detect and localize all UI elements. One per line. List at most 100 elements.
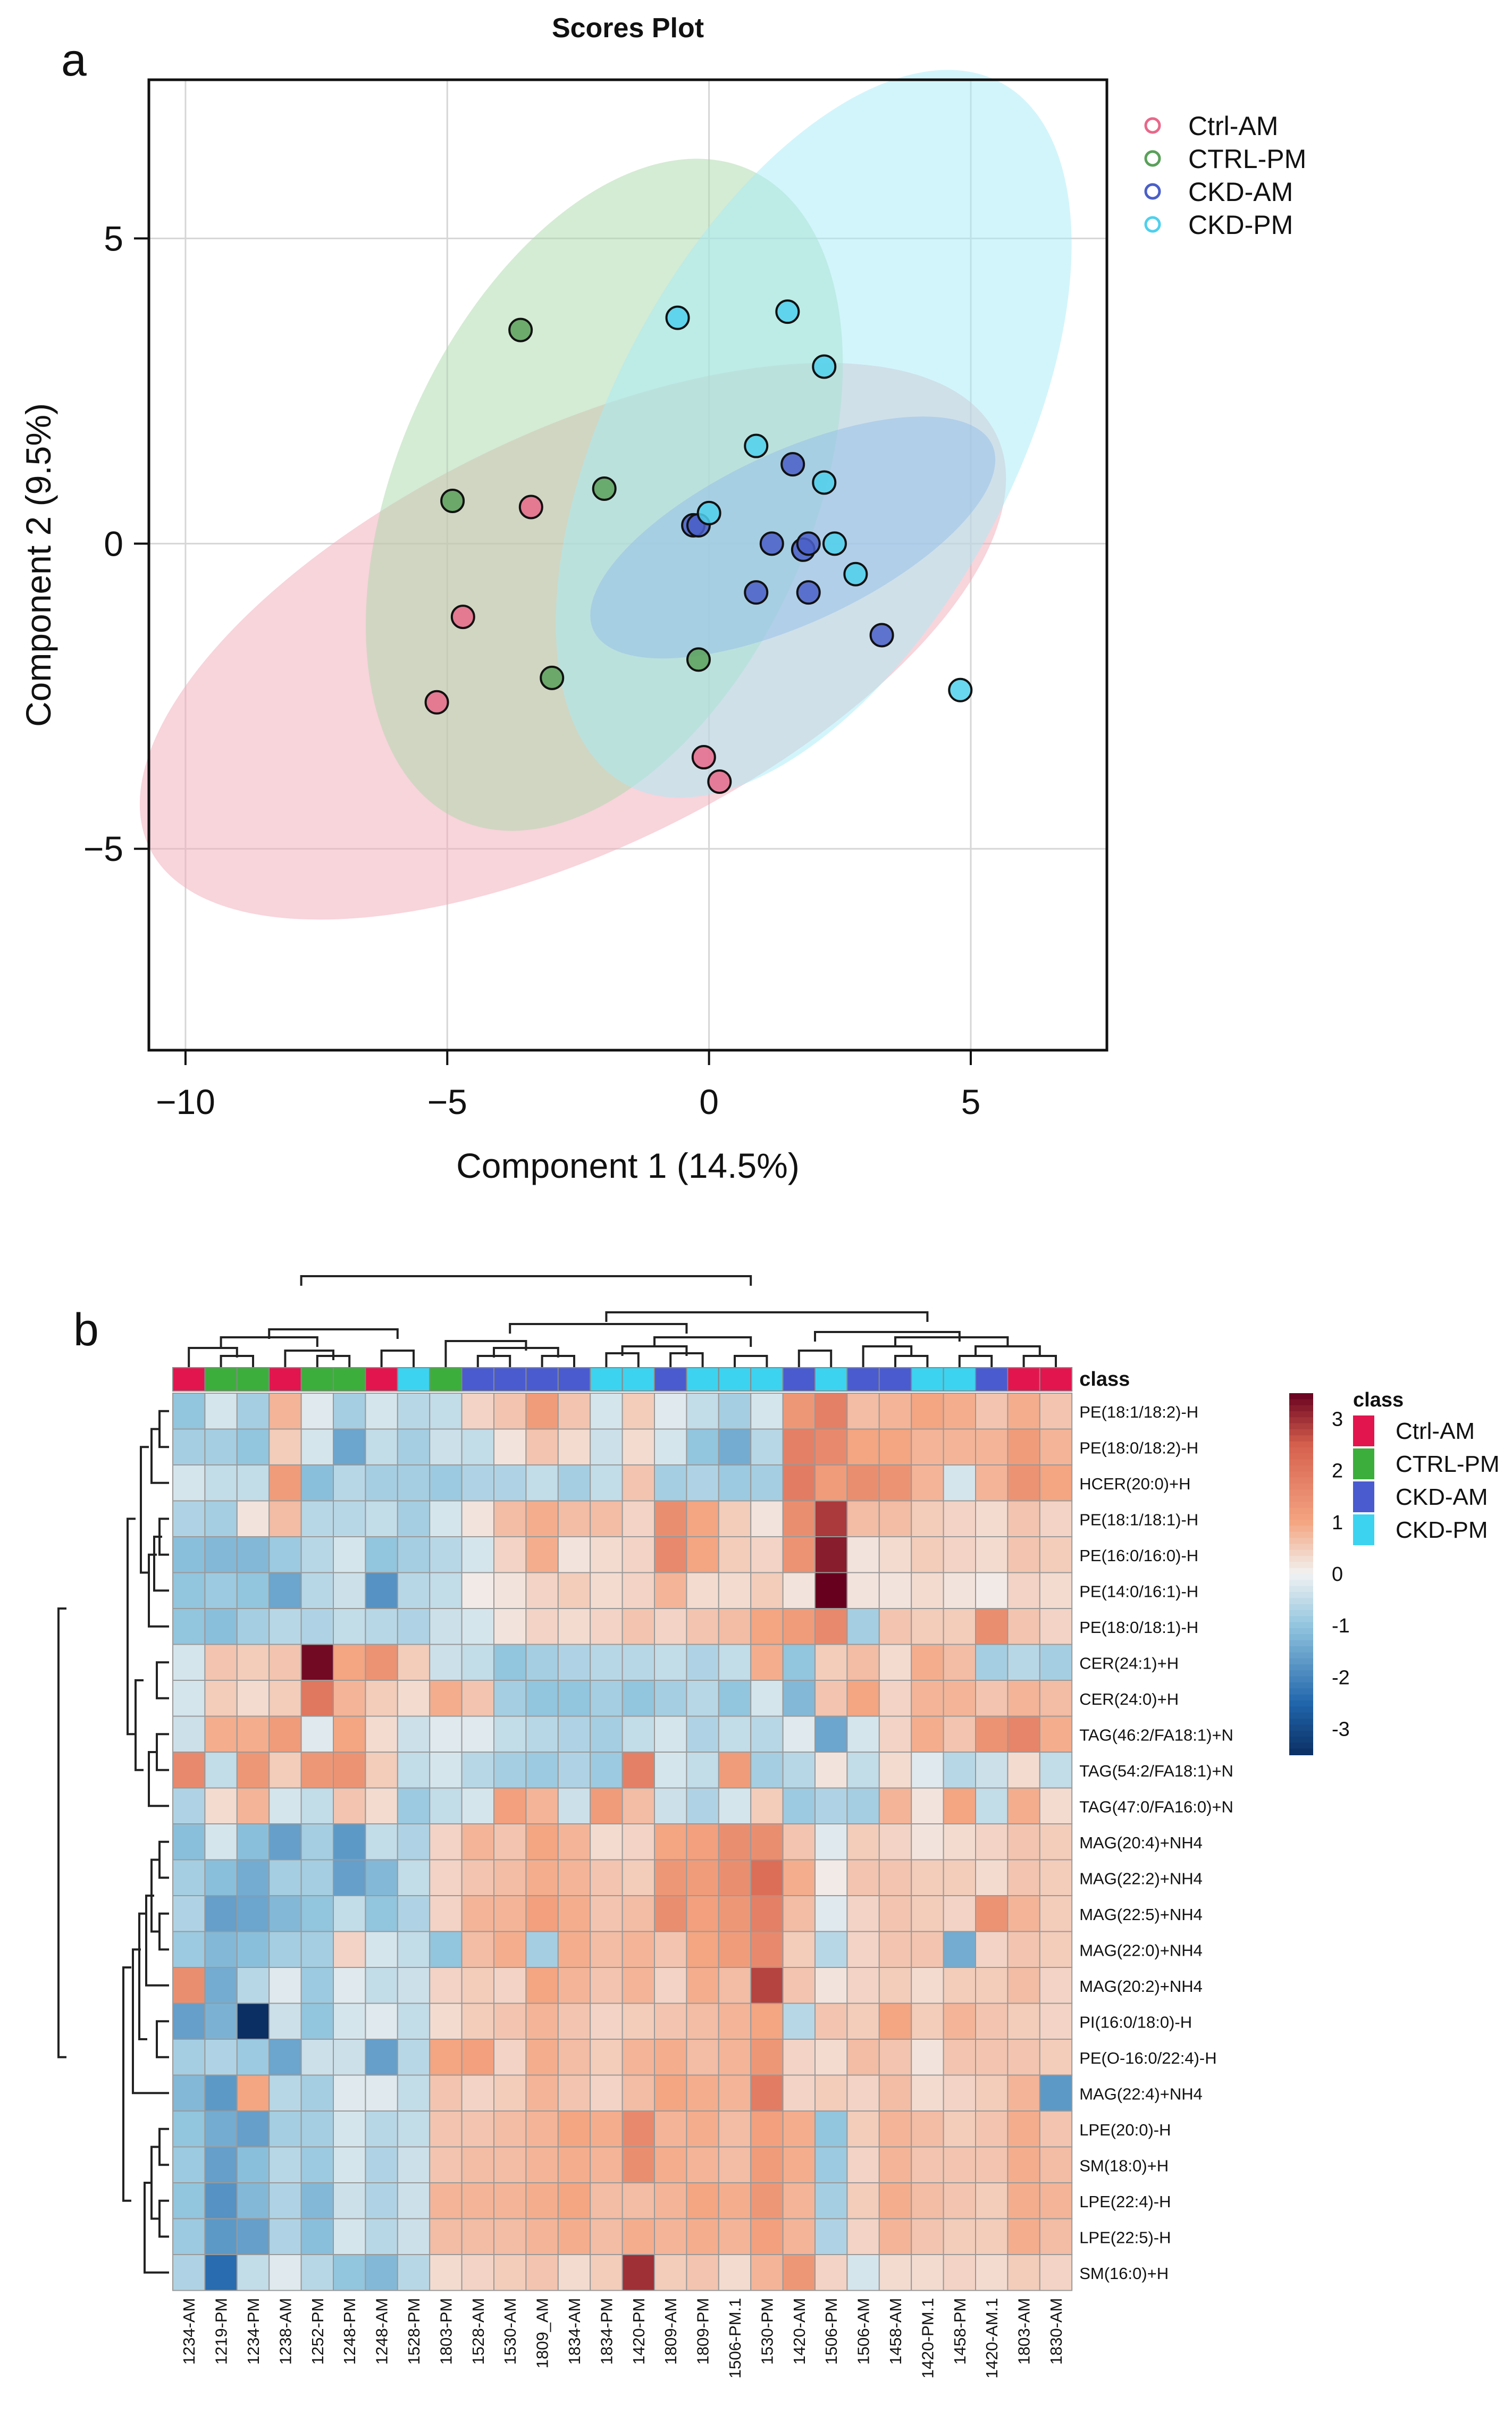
column-dendrogram-branch — [653, 1336, 752, 1347]
column-dendrogram-branch — [862, 1345, 913, 1383]
heatmap-cell — [878, 2074, 912, 2112]
heatmap-cell — [493, 2182, 527, 2219]
heatmap-cell — [300, 1500, 334, 1537]
heatmap-cell — [525, 1464, 559, 1502]
heatmap-cell — [172, 1500, 206, 1537]
colorbar-tick-label: -1 — [1332, 1615, 1350, 1637]
heatmap-cell — [878, 1967, 912, 2004]
heatmap-cell — [846, 2110, 880, 2148]
heatmap-cell — [686, 1787, 719, 1824]
heatmap-cell — [975, 2110, 1009, 2148]
heatmap-cell — [300, 2218, 334, 2255]
heatmap-cell — [782, 1393, 816, 1430]
colorbar-segment — [1289, 1640, 1313, 1647]
legend-marker-ctrl-am — [1144, 117, 1161, 134]
class-bar-cell — [525, 1367, 559, 1392]
heatmap-cell — [686, 1859, 719, 1896]
data-point-ckd-am — [796, 531, 821, 556]
colorbar-segment — [1289, 1435, 1313, 1442]
class-bar-cell — [911, 1367, 944, 1392]
heatmap-cell — [750, 1464, 784, 1502]
heatmap-cell — [590, 2218, 623, 2255]
column-label: 1458-AM — [886, 2298, 905, 2365]
colorbar-tick-label: 0 — [1332, 1563, 1343, 1586]
heatmap-cell — [493, 2218, 527, 2255]
row-label: PE(18:1/18:2)-H — [1079, 1403, 1198, 1421]
heatmap-cell — [814, 2146, 848, 2183]
column-label: 1420-AM — [790, 2298, 809, 2365]
heatmap-cell — [846, 2182, 880, 2219]
colorbar-segment — [1289, 1495, 1313, 1502]
class-bar-cell — [846, 1367, 880, 1392]
heatmap-cell — [878, 1572, 912, 1609]
heatmap-cell — [461, 2003, 494, 2040]
heatmap-cell — [557, 2110, 591, 2148]
heatmap-cell — [878, 2039, 912, 2076]
heatmap-cell — [172, 1608, 206, 1645]
column-dendrogram-branch — [894, 1336, 1009, 1347]
data-point-ctrl-pm — [592, 476, 617, 501]
heatmap-cell — [621, 1464, 655, 1502]
heatmap-cell — [782, 2039, 816, 2076]
heatmap-cell — [621, 1644, 655, 1681]
heatmap-cell — [846, 2074, 880, 2112]
heatmap-cell — [172, 2182, 206, 2219]
heatmap-cell — [333, 2182, 366, 2219]
heatmap-cell — [365, 2039, 398, 2076]
colorbar-segment — [1289, 1730, 1313, 1737]
legend-label-ctrl-am: Ctrl-AM — [1188, 111, 1278, 141]
heatmap-cell — [557, 1464, 591, 1502]
heatmap-cell — [333, 2110, 366, 2148]
heatmap-cell — [397, 2110, 431, 2148]
heatmap-cell — [621, 1931, 655, 1968]
heatmap-cell — [621, 1608, 655, 1645]
heatmap-cell — [750, 1823, 784, 1861]
row-label: TAG(54:2/FA18:1)+N — [1079, 1762, 1233, 1780]
heatmap-cell — [782, 2003, 816, 2040]
heatmap-cell — [814, 2110, 848, 2148]
data-point-ctrl-pm — [440, 488, 465, 513]
heatmap-cell — [846, 1715, 880, 1753]
row-label: PI(16:0/18:0)-H — [1079, 2013, 1192, 2031]
heatmap-cell — [975, 2254, 1009, 2291]
heatmap-cell — [654, 1680, 687, 1717]
row-dendrogram-branch — [127, 1518, 136, 1736]
column-dendrogram-branch — [300, 1275, 752, 1286]
heatmap-cell — [397, 1823, 431, 1861]
heatmap-cell — [878, 1500, 912, 1537]
heatmap-cell — [525, 2146, 559, 2183]
heatmap-cell — [590, 2039, 623, 2076]
heatmap-cell — [975, 1680, 1009, 1717]
heatmap-cell — [1039, 2003, 1073, 2040]
heatmap-cell — [621, 2003, 655, 2040]
data-point-ctrl-am — [518, 495, 543, 520]
data-point-ctrl-pm — [508, 317, 533, 342]
heatmap-cell — [814, 1823, 848, 1861]
heatmap-cell — [782, 1895, 816, 1932]
row-label: TAG(47:0/FA16:0)+N — [1079, 1797, 1233, 1816]
class-legend-label: CTRL-PM — [1396, 1451, 1500, 1477]
heatmap-cell — [300, 1572, 334, 1609]
heatmap-cell — [525, 1680, 559, 1717]
heatmap-cell — [204, 2039, 238, 2076]
heatmap-cell — [1007, 2074, 1040, 2112]
data-point-ctrl-pm — [686, 647, 711, 672]
data-point-ckd-pm — [843, 562, 868, 587]
colorbar-segment — [1289, 1598, 1313, 1605]
heatmap-cell — [333, 1787, 366, 1824]
heatmap-cell — [782, 1680, 816, 1717]
heatmap-cell — [621, 1823, 655, 1861]
column-label: 1420-AM.1 — [982, 2298, 1001, 2379]
heatmap-cell — [878, 1536, 912, 1573]
heatmap-cell — [846, 1536, 880, 1573]
heatmap-cell — [814, 1787, 848, 1824]
heatmap-cell — [236, 1752, 270, 1789]
heatmap-cell — [686, 1823, 719, 1861]
column-label: 1530-AM — [501, 2298, 519, 2365]
data-point-ckd-am — [759, 531, 784, 556]
heatmap-cell — [590, 1428, 623, 1465]
heatmap-cell — [493, 1428, 527, 1465]
heatmap-cell — [365, 1895, 398, 1932]
heatmap-cell — [204, 2146, 238, 2183]
heatmap-cell — [1039, 1787, 1073, 1824]
